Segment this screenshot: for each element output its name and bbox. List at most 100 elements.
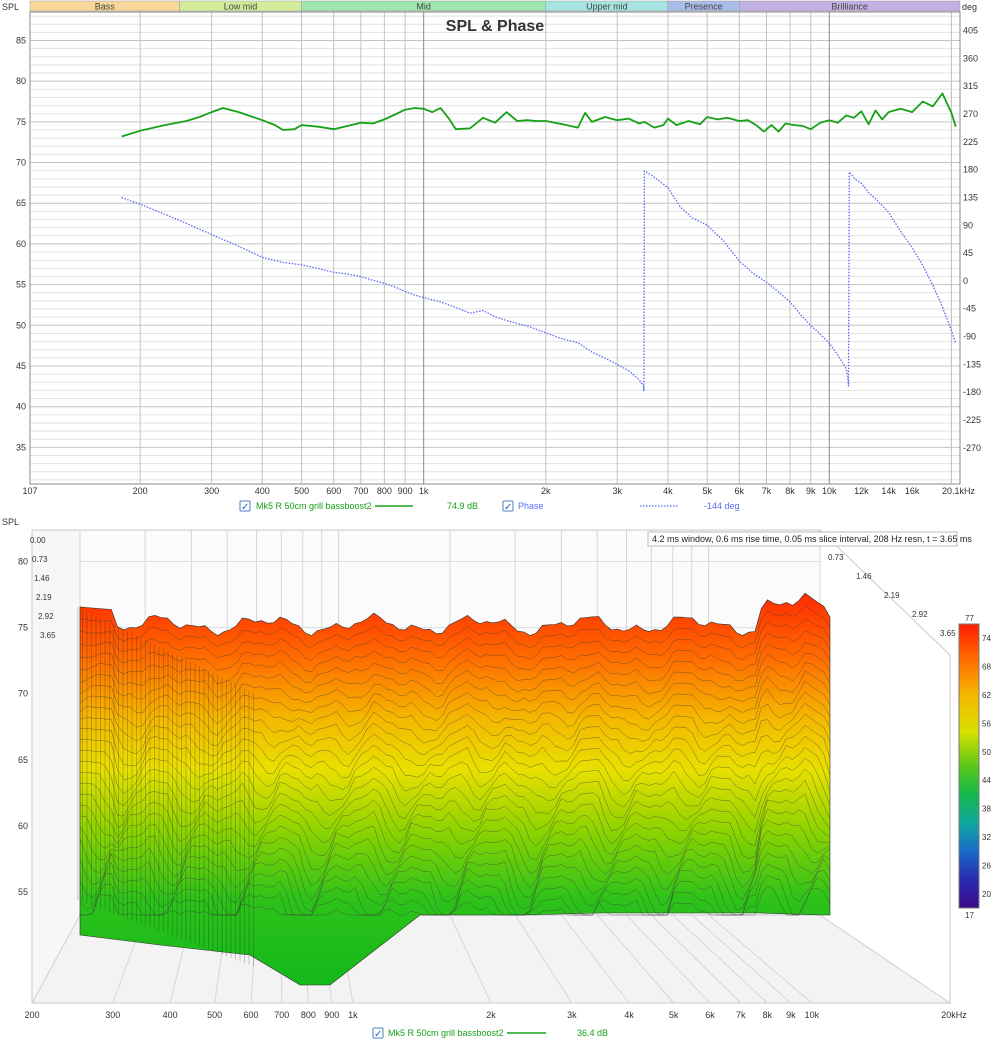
y-tick-label: 80: [16, 76, 26, 86]
x-tick-label: 4k: [663, 486, 673, 496]
legend-checkbox-spl[interactable]: ✓: [239, 500, 251, 513]
grid-line-floor: [560, 914, 630, 1004]
legend: ✓ Mk5 R 50cm grill bassboost2 36.4 dB: [372, 1027, 608, 1040]
y-tick-label: 85: [16, 35, 26, 45]
x-tick-label: 600: [243, 1010, 258, 1020]
grid-line-floor: [650, 914, 742, 1004]
x-tick-label: 20kHz: [941, 1010, 967, 1020]
grid-line-floor: [449, 914, 492, 1004]
phase-series-line: [121, 170, 957, 392]
time-label: 0.73: [32, 555, 48, 564]
x-tick-label: 16k: [905, 486, 920, 496]
y-tick-label: 55: [18, 887, 28, 897]
y2-tick-label: 270: [963, 109, 978, 119]
x-tick-label: 8k: [763, 1010, 773, 1020]
time-label: 1.46: [34, 574, 50, 583]
y2-tick-label: 0: [963, 276, 968, 286]
waterfall-contour: [79, 852, 831, 916]
time-label: 3.65: [940, 629, 956, 638]
x-tick-label: 2k: [486, 1010, 496, 1020]
y-tick-label: 60: [18, 821, 28, 831]
grid-line-floor: [31, 914, 81, 1004]
colorbar-tick-label: 62: [982, 691, 991, 700]
waterfall-chart: SPL 55 60 65 70 75 80 200 300 400 500 600 700 800 90…: [2, 517, 991, 1040]
info-text: 4.2 ms window, 0.6 ms rise time, 0.05 ms…: [652, 534, 972, 544]
spl-series-line: [121, 92, 957, 138]
check-icon: ✓: [374, 1029, 382, 1040]
time-label: 1.46: [856, 572, 872, 581]
waterfall-contour: [79, 746, 831, 808]
y-tick-label: 35: [16, 442, 26, 452]
waterfall-contour: [79, 819, 831, 888]
y-axis-label: SPL: [2, 517, 19, 527]
colorbar-tick-label: 56: [982, 719, 991, 728]
x-tick-label: 800: [301, 1010, 316, 1020]
y2-axis-label: deg: [962, 2, 977, 12]
x-tick-label: 3k: [612, 486, 622, 496]
waterfall-contour: [79, 618, 831, 661]
check-icon: ✓: [241, 502, 249, 513]
band-label: Presence: [685, 2, 723, 12]
x-tick-label: 6k: [705, 1010, 715, 1020]
x-tick-label: 7k: [762, 486, 772, 496]
grid-line-floor: [819, 914, 951, 1004]
y2-tick-label: -270: [963, 443, 981, 453]
band-brilliance: [739, 0, 961, 12]
waterfall-contour: [80, 874, 831, 916]
band-label: Mid: [416, 2, 431, 12]
y2-tick-label: -90: [963, 332, 976, 342]
y2-tick-label: 225: [963, 137, 978, 147]
y2-tick-label: 45: [963, 248, 973, 258]
waterfall-contour: [79, 652, 831, 698]
band-label: Bass: [95, 2, 116, 12]
x-tick-label: 1k: [419, 486, 429, 496]
x-tick-label: 9k: [806, 486, 816, 496]
time-label: 2.92: [38, 612, 54, 621]
band-label: Brilliance: [831, 2, 868, 12]
waterfall-contour: [79, 680, 831, 736]
waterfall-contour: [79, 630, 831, 673]
x-tick-label: 5k: [702, 486, 712, 496]
waterfall-contour: [79, 793, 831, 861]
x-tick-label: 900: [324, 1010, 339, 1020]
y-tick-label: 70: [18, 689, 28, 699]
x-tick-label: 6k: [735, 486, 745, 496]
y2-tick-labels: 405 360 315 270 225 180 135 90 45 0 -45 -90 -135 -180…: [963, 26, 981, 453]
x-tick-label: 500: [294, 486, 309, 496]
colorbar-tick-label: 74: [982, 634, 991, 643]
x-tick-label: 700: [274, 1010, 289, 1020]
x-tick-label: 5k: [669, 1010, 679, 1020]
waterfall-contour: [79, 808, 830, 875]
waterfall-contour: [79, 724, 831, 782]
grid-edge: [819, 529, 951, 656]
series-lines: [121, 92, 957, 392]
time-labels-right: 0.73 1.46 2.19 2.92 3.65: [828, 553, 956, 638]
legend-checkbox-waterfall[interactable]: ✓: [372, 1027, 384, 1040]
time-label: 0.73: [828, 553, 844, 562]
y2-tick-label: 315: [963, 81, 978, 91]
x-tick-label: 10k: [822, 486, 837, 496]
legend-checkbox-phase[interactable]: ✓: [502, 500, 514, 513]
y-tick-label: 80: [18, 556, 28, 566]
y-tick-label: 55: [16, 280, 26, 290]
grid-line-floor: [691, 914, 792, 1004]
x-tick-label: 107: [22, 486, 37, 496]
grid-line-floor: [708, 914, 813, 1004]
y-tick-label: 70: [16, 158, 26, 168]
x-tick-label: 500: [207, 1010, 222, 1020]
waterfall-contour: [79, 713, 831, 768]
x-tick-label: 200: [133, 486, 148, 496]
y2-tick-label: -225: [963, 415, 981, 425]
x-tick-label: 800: [377, 486, 392, 496]
y-tick-label: 40: [16, 402, 26, 412]
frequency-band-bar: Bass Low mid Mid Upper mid Presence Brillianc…: [29, 0, 961, 12]
y2-tick-label: 180: [963, 165, 978, 175]
waterfall-contour: [79, 662, 831, 712]
x-tick-label: 400: [163, 1010, 178, 1020]
x-tick-label: 3k: [567, 1010, 577, 1020]
colorbar-tick-label: 38: [982, 805, 991, 814]
x-tick-label: 600: [326, 486, 341, 496]
legend-readout-phase: -144 deg: [704, 501, 740, 511]
check-icon: ✓: [504, 502, 512, 513]
x-tick-label: 20.1kHz: [942, 486, 976, 496]
